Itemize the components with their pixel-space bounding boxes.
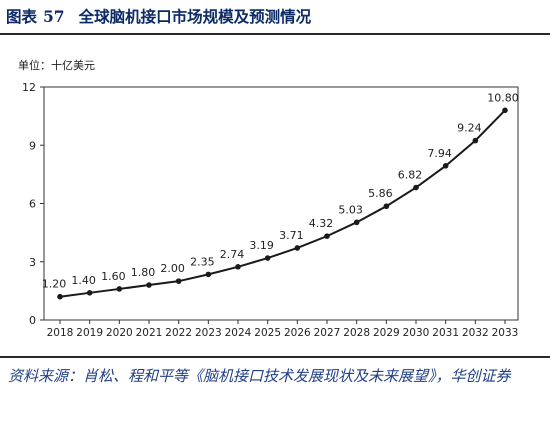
y-tick-label: 6 [29,198,36,211]
x-tick-label: 2028 [343,327,370,339]
y-tick-label: 0 [29,314,36,327]
data-point [206,272,212,278]
data-point [265,255,271,261]
data-point [87,290,93,296]
data-label: 2.35 [190,255,215,268]
data-point [384,203,390,209]
data-label: 7.94 [427,147,452,160]
data-point [324,233,330,239]
data-point [473,138,479,144]
bottom-rule [0,356,550,358]
source-note: 资料来源：肖松、程和平等《脑机接口技术发展现状及未来展望》，华创证券 [8,363,538,390]
y-tick-label: 9 [29,139,36,152]
x-tick-label: 2025 [254,327,281,339]
x-tick-label: 2029 [373,327,400,339]
data-point [295,245,301,251]
y-tick-label: 12 [22,81,36,94]
data-point [502,108,508,114]
series-line-path [60,110,505,296]
data-point [117,286,123,292]
data-label: 1.80 [131,266,156,279]
x-tick-label: 2031 [432,327,459,339]
x-tick-label: 2026 [284,327,311,339]
data-point [57,294,63,300]
x-tick-label: 2024 [225,327,252,339]
plot-frame [44,87,518,320]
data-label: 1.60 [101,270,126,283]
data-point [176,278,182,284]
data-label: 5.86 [368,187,393,200]
data-point [235,264,241,270]
x-tick-label: 2027 [314,327,341,339]
data-label: 1.40 [71,274,96,287]
data-point [146,282,152,288]
x-tick-label: 2020 [106,327,133,339]
data-label: 6.82 [398,169,423,182]
x-tick-label: 2019 [76,327,103,339]
data-label: 1.20 [42,278,67,291]
x-tick-label: 2021 [136,327,163,339]
x-tick-label: 2022 [165,327,192,339]
data-label: 2.74 [220,248,245,261]
data-label: 9.24 [457,122,482,135]
x-tick-label: 2018 [47,327,74,339]
data-label: 4.32 [309,217,334,230]
data-label: 3.19 [249,239,274,252]
data-label: 2.00 [160,262,185,275]
x-tick-label: 2023 [195,327,222,339]
data-label: 10.80 [487,91,519,104]
data-point [443,163,449,169]
x-tick-label: 2033 [492,327,519,339]
x-tick-label: 2032 [462,327,489,339]
data-labels: 1.20 1.40 1.60 1.80 2.00 2.35 2.74 3.19 3.71 4.32… [42,91,519,290]
data-label: 5.03 [338,203,363,216]
data-label: 3.71 [279,229,304,242]
y-tick-label: 3 [29,256,36,269]
x-tick-label: 2030 [403,327,430,339]
data-point [413,185,419,191]
data-point [354,220,360,226]
